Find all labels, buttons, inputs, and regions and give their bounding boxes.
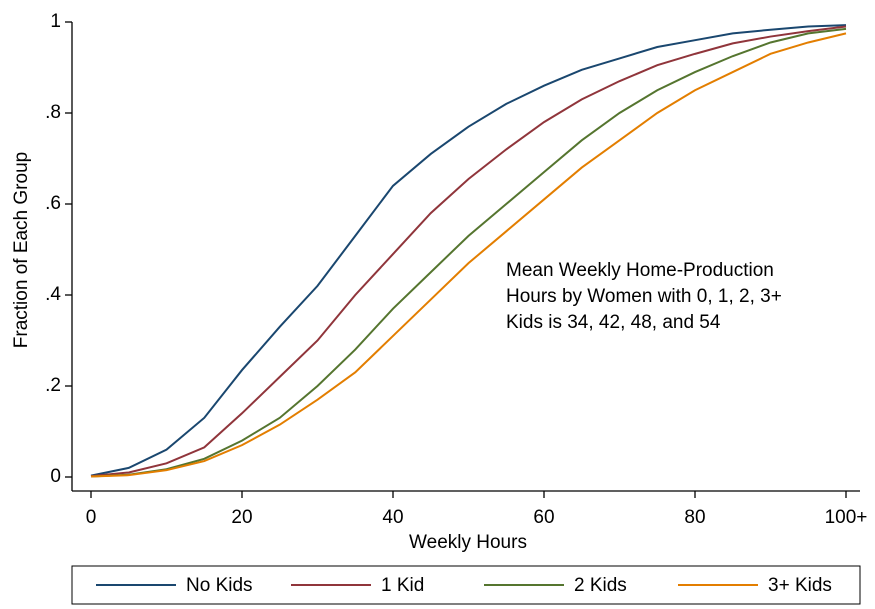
y-axis-label: Fraction of Each Group	[11, 152, 32, 348]
y-tick-label: .6	[45, 193, 61, 214]
x-tick-label: 60	[533, 507, 554, 528]
y-tick-label: .2	[45, 375, 61, 396]
annotation-line: Kids is 34, 42, 48, and 54	[506, 312, 721, 333]
x-tick-label: 80	[684, 507, 705, 528]
annotation-line: Mean Weekly Home-Production	[506, 260, 774, 281]
series-line	[90, 25, 847, 478]
y-tick-label: .4	[45, 284, 61, 305]
x-tick-label: 20	[231, 507, 252, 528]
x-tick-label: 0	[86, 507, 97, 528]
legend-label: 1 Kid	[381, 575, 424, 596]
y-tick-label: 0	[50, 466, 61, 487]
annotation-line: Hours by Women with 0, 1, 2, 3+	[506, 286, 782, 307]
x-tick-label: 100+	[825, 507, 868, 528]
x-tick-label: 40	[382, 507, 403, 528]
series-line	[90, 32, 847, 478]
legend-label: No Kids	[186, 575, 253, 596]
y-tick-label: 1	[50, 11, 61, 32]
x-axis-label: Weekly Hours	[409, 532, 527, 553]
legend-label: 3+ Kids	[768, 575, 832, 596]
y-tick-label: .8	[45, 102, 61, 123]
series-line	[90, 24, 847, 477]
legend-label: 2 Kids	[574, 575, 627, 596]
series-line	[90, 27, 847, 478]
